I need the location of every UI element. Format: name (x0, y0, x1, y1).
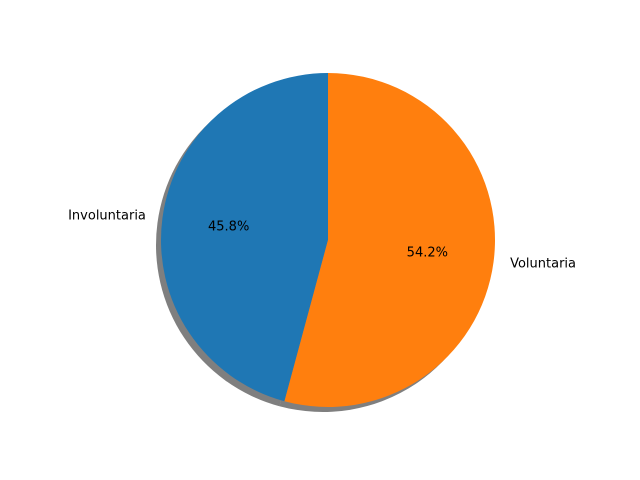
pie-label-layer: Involuntaria 45.8% Voluntaria 54.2% (68, 208, 576, 271)
slice-label-involuntaria: Involuntaria (68, 208, 146, 223)
pct-label-voluntaria: 54.2% (407, 246, 448, 261)
pie-slice-voluntaria (284, 73, 496, 407)
pct-label-involuntaria: 45.8% (208, 219, 249, 234)
pie-slice-involuntaria (161, 73, 328, 402)
slice-label-voluntaria: Voluntaria (510, 257, 576, 272)
pie-slice-layer (161, 73, 496, 407)
